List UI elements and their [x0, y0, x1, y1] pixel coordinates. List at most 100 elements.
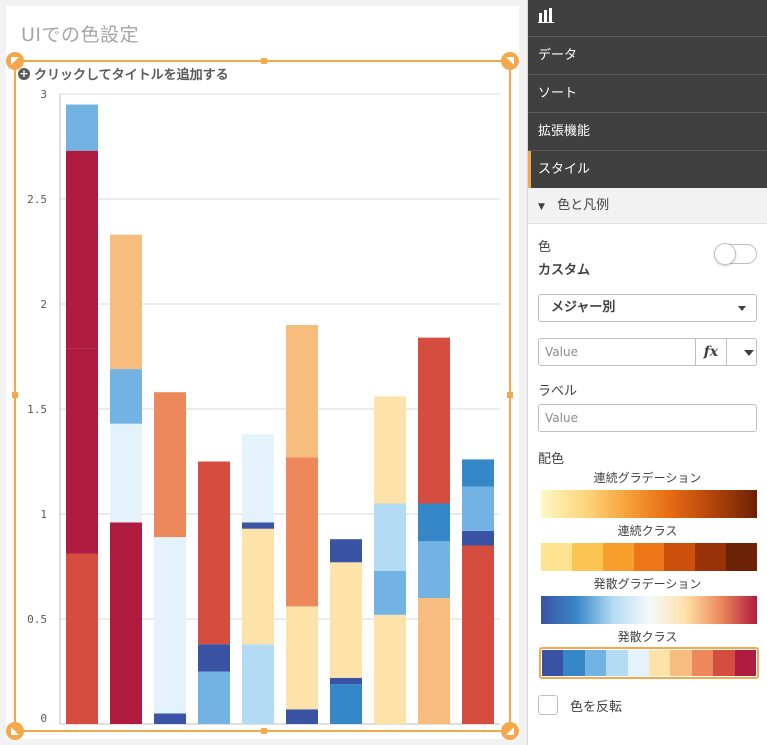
bar-8[interactable] — [374, 396, 406, 724]
bar-1[interactable] — [66, 104, 98, 725]
color-scheme-option[interactable] — [539, 541, 759, 573]
bar-segment[interactable] — [462, 545, 494, 725]
bar-chart[interactable]: 0 0.5 1 1.5 2 2.5 3 — [6, 6, 519, 739]
bar-segment[interactable] — [66, 553, 98, 724]
nav-item-extensions[interactable]: 拡張機能 — [528, 112, 767, 150]
bar-segment[interactable] — [286, 457, 318, 607]
bar-segment[interactable] — [242, 434, 274, 523]
resize-handle-top-left-icon[interactable] — [6, 52, 24, 70]
bar-segment[interactable] — [66, 150, 98, 349]
add-title-label: クリックしてタイトルを追加する — [34, 68, 229, 83]
class-swatch — [584, 650, 607, 676]
resize-handle-left[interactable] — [12, 392, 18, 398]
expression-input[interactable] — [538, 338, 696, 366]
bar-segment[interactable] — [198, 644, 230, 672]
bar-segment[interactable] — [330, 562, 362, 678]
bar-7[interactable] — [330, 539, 362, 724]
nav-item-style[interactable]: スタイル — [528, 150, 767, 188]
resize-handle-right[interactable] — [507, 392, 513, 398]
bar-3[interactable] — [154, 392, 186, 724]
class-swatch — [670, 650, 692, 676]
toggle-knob — [714, 243, 736, 265]
color-label: 色 — [538, 240, 552, 255]
bar-5[interactable] — [242, 434, 274, 724]
color-scheme-option[interactable] — [539, 647, 759, 679]
bar-segment[interactable] — [418, 598, 450, 724]
class-swatch — [571, 543, 603, 571]
resize-handle-bottom-right-icon[interactable] — [501, 722, 519, 740]
chevron-down-icon — [743, 350, 754, 356]
bar-10[interactable] — [462, 459, 494, 724]
bar-segment[interactable] — [286, 325, 318, 458]
bar-segment[interactable] — [374, 396, 406, 504]
label-input[interactable] — [538, 404, 757, 432]
bar-segment[interactable] — [462, 486, 494, 531]
bar-4[interactable] — [198, 461, 230, 725]
bar-segment[interactable] — [154, 713, 186, 725]
bar-segment[interactable] — [154, 537, 186, 714]
gradient-swatch — [541, 596, 757, 624]
scheme-title: 発散グラデーション — [593, 577, 702, 591]
bar-chart-icon[interactable] — [538, 7, 554, 23]
bar-segment[interactable] — [110, 423, 142, 523]
class-swatch — [606, 650, 628, 676]
invert-colors-label: 色を反転 — [570, 699, 623, 715]
bar-segment[interactable] — [374, 570, 406, 615]
bar-segment[interactable] — [110, 522, 142, 724]
bar-segment[interactable] — [462, 530, 494, 546]
bar-segment[interactable] — [330, 539, 362, 563]
invert-colors-checkbox[interactable] — [538, 695, 558, 715]
bar-segment[interactable] — [66, 104, 98, 151]
section-colors-legend[interactable]: ▼ 色と凡例 — [528, 188, 767, 224]
bar-segment[interactable] — [418, 337, 450, 504]
class-swatch — [541, 543, 572, 571]
bar-6[interactable] — [286, 325, 318, 724]
plus-icon: + — [18, 66, 30, 80]
resize-handle-bottom[interactable] — [261, 728, 267, 734]
scheme-title: 連続クラス — [617, 524, 678, 538]
fx-button[interactable]: fx — [696, 338, 727, 366]
bar-segment[interactable] — [242, 528, 274, 645]
bar-segment[interactable] — [330, 677, 362, 685]
expression-dropdown-button[interactable] — [726, 338, 757, 366]
scheme-title: 発散クラス — [617, 630, 678, 644]
sheet-title[interactable]: UIでの色設定 — [21, 24, 140, 46]
class-swatch — [695, 543, 727, 571]
class-swatch — [713, 650, 735, 676]
bar-segment[interactable] — [374, 614, 406, 724]
panel-header — [528, 0, 767, 36]
chevron-down-icon — [738, 306, 746, 311]
bar-segment[interactable] — [462, 459, 494, 487]
color-auto-toggle[interactable] — [714, 243, 757, 265]
add-title-button[interactable]: + クリックしてタイトルを追加する — [18, 64, 229, 83]
class-swatch — [664, 543, 696, 571]
scheme-heading: 配色 — [538, 452, 565, 467]
bar-2[interactable] — [110, 234, 142, 724]
resize-handle-top-right-icon[interactable] — [501, 52, 519, 70]
color-by-value: メジャー別 — [551, 300, 616, 315]
bar-9[interactable] — [418, 337, 450, 724]
bar-segment[interactable] — [374, 503, 406, 571]
class-swatch — [691, 650, 714, 676]
bar-segment[interactable] — [154, 392, 186, 538]
bar-segment[interactable] — [110, 234, 142, 370]
bar-segment[interactable] — [242, 522, 274, 529]
bar-segment[interactable] — [286, 709, 318, 724]
bar-segment[interactable] — [242, 644, 274, 724]
resize-handle-bottom-left-icon[interactable] — [6, 722, 24, 740]
color-scheme-option[interactable] — [539, 594, 759, 626]
bar-segment[interactable] — [110, 369, 142, 424]
nav-item-data[interactable]: データ — [528, 36, 767, 74]
nav-item-sort[interactable]: ソート — [528, 74, 767, 112]
bar-segment[interactable] — [198, 671, 230, 725]
y-tick-label: 1.5 — [27, 403, 47, 416]
bar-segment[interactable] — [418, 503, 450, 542]
bar-segment[interactable] — [198, 461, 230, 645]
color-scheme-option[interactable] — [539, 488, 759, 520]
bar-segment[interactable] — [286, 606, 318, 710]
bar-segment[interactable] — [330, 684, 362, 724]
color-by-dropdown[interactable]: メジャー別 — [538, 294, 757, 322]
bar-segment[interactable] — [66, 348, 98, 554]
resize-handle-top[interactable] — [261, 58, 267, 64]
bar-segment[interactable] — [418, 541, 450, 598]
